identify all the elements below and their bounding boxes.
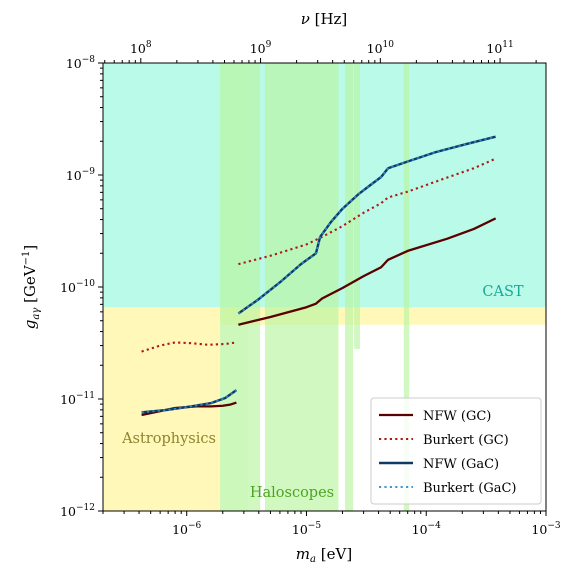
region-label-cast: CAST bbox=[482, 284, 523, 300]
haloscope-band bbox=[403, 63, 410, 511]
haloscope-band bbox=[345, 63, 354, 511]
legend-box bbox=[370, 397, 542, 505]
y-tick-label: 10−9 bbox=[66, 167, 95, 183]
region-haloscopes bbox=[220, 63, 249, 511]
x-axis-label: ma [eV] bbox=[296, 545, 352, 565]
haloscope-band bbox=[354, 63, 361, 349]
legend: NFW (GC) Burkert (GC) NFW (GaC) Burkert (Ga… bbox=[370, 397, 542, 505]
haloscope-bands bbox=[248, 63, 410, 511]
haloscope-band bbox=[248, 63, 261, 511]
x-tick-label: 10−3 bbox=[531, 521, 560, 537]
series-line-burkert-gac bbox=[141, 389, 237, 414]
legend-entry: Burkert (GC) bbox=[423, 433, 509, 448]
series-line-burkert-gc bbox=[238, 157, 497, 266]
y-tick-label: 10−10 bbox=[60, 279, 95, 295]
region-label-astrophysics: Astrophysics bbox=[121, 431, 216, 447]
legend-entry: NFW (GC) bbox=[423, 409, 491, 424]
y-tick-label: 10−8 bbox=[66, 55, 95, 71]
region-labels: CAST Astrophysics Haloscopes bbox=[121, 284, 524, 501]
y-tick-label: 10−11 bbox=[60, 391, 95, 407]
series-line-burkert-gac bbox=[237, 135, 496, 315]
legend-entry: Burkert (GaC) bbox=[423, 481, 517, 496]
x-tick-label: 10−4 bbox=[412, 521, 441, 537]
top-axis-label: ν [Hz] bbox=[301, 10, 348, 28]
region-astrophysics bbox=[103, 307, 546, 511]
top-tick-label: 1011 bbox=[486, 40, 513, 56]
axis-ticks: 10−6 10−5 10−4 10−3 10−12 10−11 10−10 10−9 10−8 1… bbox=[60, 40, 561, 537]
legend-entry: NFW (GaC) bbox=[423, 457, 499, 472]
top-tick-label: 109 bbox=[250, 40, 272, 56]
y-axis-label: gaγ [GeV−1] bbox=[21, 245, 42, 329]
top-tick-label: 1010 bbox=[367, 40, 395, 56]
series-lines bbox=[141, 135, 497, 417]
haloscope-band bbox=[264, 63, 339, 511]
series-line-nfw-gc bbox=[238, 217, 497, 326]
region-label-haloscopes: Haloscopes bbox=[250, 485, 334, 501]
x-tick-label: 10−5 bbox=[292, 521, 321, 537]
y-tick-label: 10−12 bbox=[60, 503, 95, 519]
x-tick-label: 10−6 bbox=[172, 521, 201, 537]
top-tick-label: 108 bbox=[130, 40, 152, 56]
